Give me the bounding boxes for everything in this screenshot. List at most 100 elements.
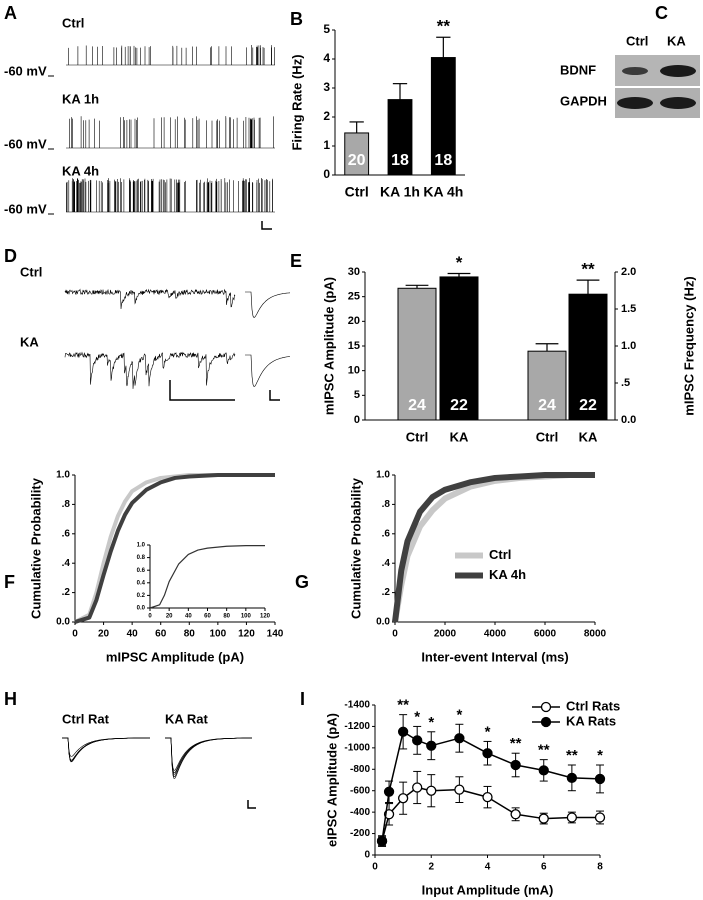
x-tick-label: 100 <box>241 614 252 620</box>
x-tick-label: 8 <box>597 862 603 873</box>
y2-tick-label: .5 <box>621 377 630 389</box>
bar <box>439 276 479 421</box>
y-tick-label: 0 <box>323 167 330 181</box>
trace <box>64 351 236 389</box>
x-tick-label: KA <box>450 429 469 444</box>
y2-axis-label: mIPSC Frequency (Hz) <box>681 276 696 415</box>
marker <box>566 812 578 823</box>
y-tick-label: 0.6 <box>137 568 146 574</box>
y-axis-label: Firing Rate (Hz) <box>289 54 304 150</box>
y-tick-label: .2 <box>62 587 71 598</box>
trace-label: Ctrl <box>62 15 84 30</box>
voltage-label: -60 mV <box>4 136 47 151</box>
significance: ** <box>581 260 595 279</box>
trace <box>62 737 150 763</box>
significance: * <box>456 253 463 272</box>
x-tick-label: KA <box>579 429 598 444</box>
scale-bar <box>261 221 272 230</box>
column-label: KA <box>667 33 686 48</box>
x-tick-label: 4 <box>485 862 491 873</box>
y-tick-label: 5 <box>323 22 330 36</box>
y-tick-label: 5 <box>354 389 360 401</box>
voltage-label: -60 mV <box>4 63 47 78</box>
n-label: 22 <box>450 397 468 414</box>
x-tick-label: Ctrl <box>536 429 558 444</box>
y-tick-label: 3 <box>323 80 330 94</box>
significance: ** <box>397 697 409 714</box>
trace-label: KA 1h <box>62 91 99 106</box>
y-tick-label: -400 <box>350 807 370 818</box>
row-label: GAPDH <box>560 93 607 108</box>
x-tick-label: KA 1h <box>380 184 420 200</box>
blot-band <box>660 97 696 109</box>
n-label: 24 <box>538 397 556 414</box>
y-tick-label: -1400 <box>344 700 370 711</box>
series-line <box>74 473 275 624</box>
significance: * <box>456 706 462 723</box>
scale-bar <box>269 390 280 401</box>
x-tick-label: 60 <box>204 614 211 620</box>
y-tick-label: .6 <box>62 528 71 539</box>
marker <box>538 765 549 776</box>
x-tick-label: 6000 <box>534 629 557 640</box>
y-tick-label: 0.0 <box>56 617 70 628</box>
trace-label: KA 4h <box>62 163 99 178</box>
x-tick-label: 80 <box>223 614 230 620</box>
trace-label: Ctrl <box>20 264 42 279</box>
y-tick-label: 0.0 <box>137 606 146 612</box>
trace <box>245 291 291 319</box>
y-tick-label: -1000 <box>344 742 370 753</box>
bar <box>527 350 567 421</box>
x-tick-label: 2000 <box>434 629 457 640</box>
x-tick-label: 60 <box>155 629 167 640</box>
marker <box>594 812 606 823</box>
x-axis-label: Input Amplitude (mA) <box>422 882 554 897</box>
n-label: 20 <box>348 152 366 169</box>
marker <box>426 785 437 796</box>
marker <box>376 835 388 847</box>
y-tick-label: 1.0 <box>376 470 390 481</box>
significance: ** <box>437 17 451 36</box>
y-tick-label: 0 <box>354 414 360 426</box>
trace <box>64 288 236 310</box>
significance: * <box>414 708 420 725</box>
bar <box>397 287 437 421</box>
marker <box>383 786 395 797</box>
y-tick-label: 0.0 <box>376 617 390 628</box>
x-tick-label: 40 <box>127 629 139 640</box>
panel-letter: F <box>4 572 15 592</box>
x-tick-label: 140 <box>267 629 284 640</box>
trace <box>66 178 275 213</box>
x-tick-label: Ctrl <box>345 184 369 200</box>
y-tick-label: 0.8 <box>137 555 146 561</box>
significance: * <box>428 714 434 731</box>
trace <box>245 354 291 388</box>
marker <box>482 791 493 803</box>
panel-letter: I <box>300 689 305 709</box>
y-axis-label: Cumulative Probability <box>348 477 363 619</box>
panel-letter: A <box>4 3 17 23</box>
y-tick-label: .4 <box>382 558 391 569</box>
y-tick-label: 25 <box>348 291 360 303</box>
n-label: 24 <box>408 397 426 414</box>
x-tick-label: 4000 <box>484 629 507 640</box>
blot-band <box>660 65 696 77</box>
y-tick-label: 20 <box>348 315 360 327</box>
panel-letter: D <box>4 246 17 266</box>
y-tick-label: 4 <box>323 51 330 65</box>
panel-letter: G <box>295 572 309 592</box>
x-tick-label: 8000 <box>584 629 607 640</box>
marker <box>594 773 606 785</box>
n-label: 18 <box>434 152 452 169</box>
x-tick-label: 2 <box>428 862 434 873</box>
y-tick-label: 0 <box>364 850 370 861</box>
significance: * <box>485 723 491 740</box>
y-tick-label: -800 <box>350 764 370 775</box>
column-label: Ctrl <box>626 33 648 48</box>
y-tick-label: .2 <box>382 587 391 598</box>
trace <box>165 737 252 771</box>
y-tick-label: 30 <box>348 266 360 278</box>
x-tick-label: 20 <box>98 629 110 640</box>
marker <box>426 740 437 751</box>
